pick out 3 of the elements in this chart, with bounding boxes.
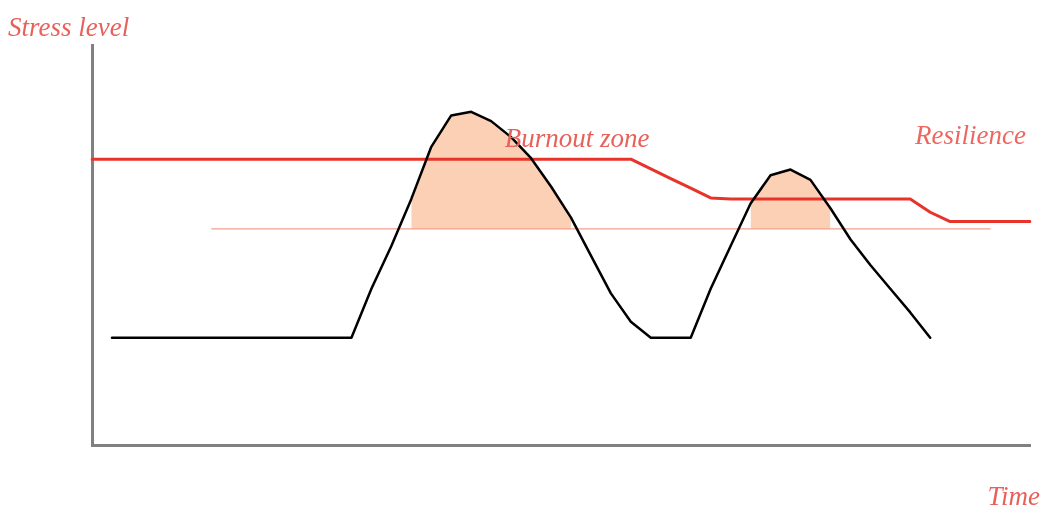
series-label: Resilience (914, 119, 1026, 150)
x-axis-title: Time (987, 481, 1040, 512)
y-axis-title: Stress level (8, 12, 130, 43)
